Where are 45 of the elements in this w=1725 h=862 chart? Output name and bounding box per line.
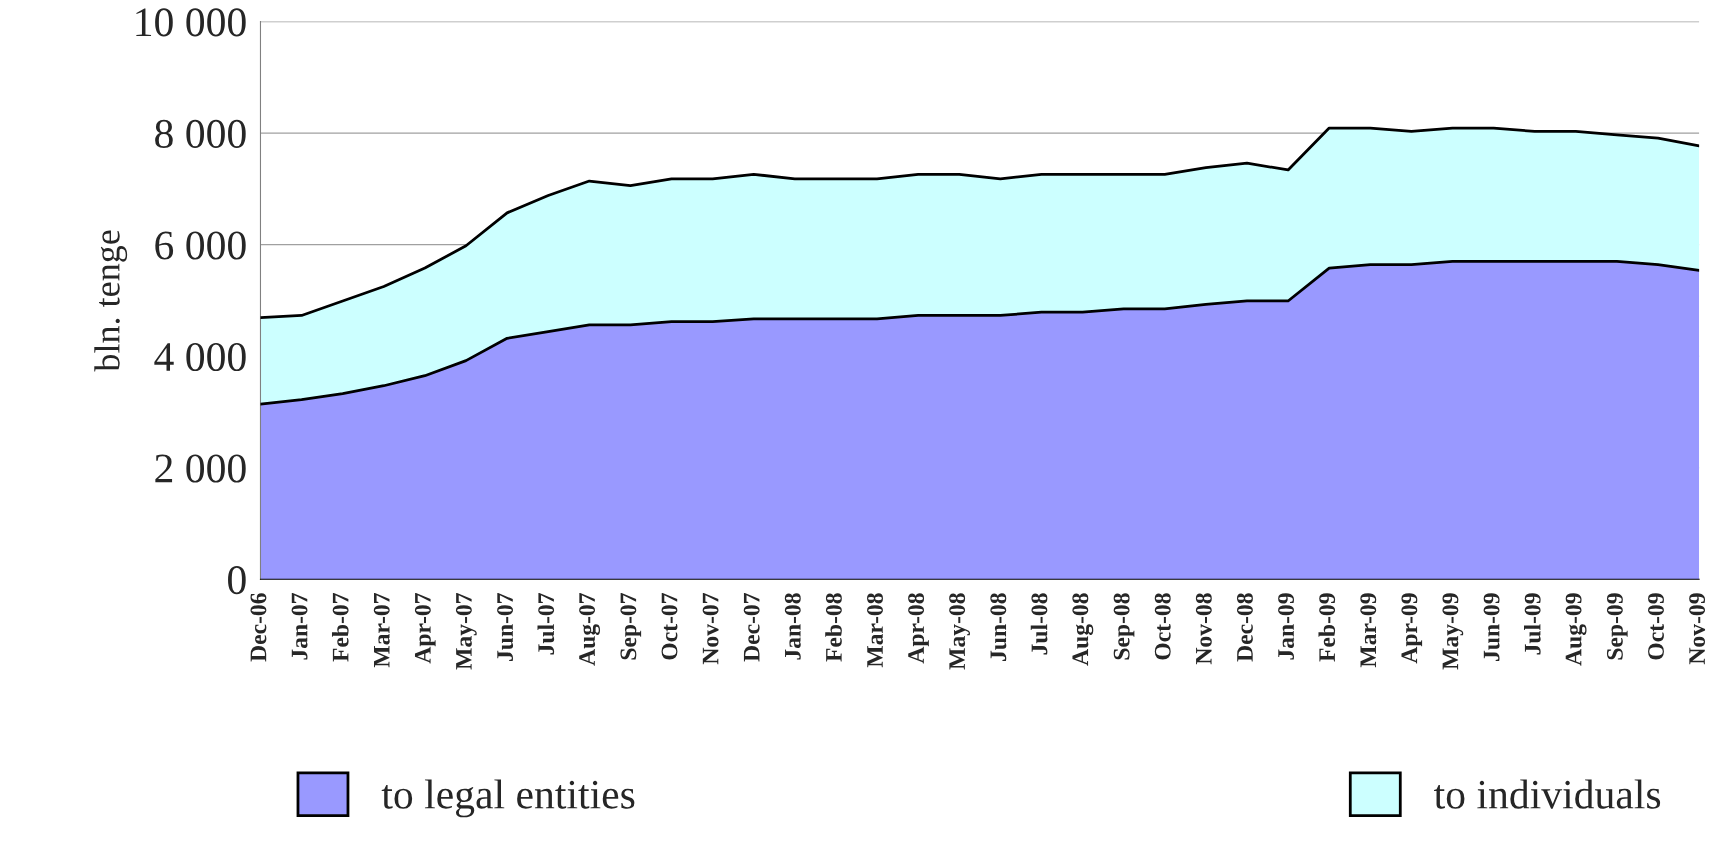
- x-tick-label: Jun-09: [1483, 593, 1500, 661]
- x-tick-label: Nov-08: [1195, 593, 1212, 665]
- x-tick-label: May-07: [455, 593, 477, 670]
- x-tick-label: Jul-09: [1524, 593, 1541, 655]
- x-tick-label: Jul-07: [537, 593, 555, 655]
- x-tick-label: Nov-07: [702, 593, 719, 665]
- x-tick-label: Feb-07: [331, 593, 349, 662]
- x-tick-label: Feb-08: [825, 593, 842, 662]
- x-tick-label: Sep-07: [620, 593, 642, 660]
- x-tick-label: Jun-07: [497, 593, 514, 661]
- y-tick-label: 2 000: [155, 454, 246, 483]
- x-tick-label: Apr-08: [908, 593, 929, 664]
- x-tick-label: Aug-08: [1072, 593, 1094, 666]
- y-tick-label: 6 000: [155, 231, 246, 260]
- x-tick-label: Oct-09: [1648, 593, 1664, 660]
- y-tick-label: 4 000: [154, 342, 246, 372]
- x-tick-label: Mar-09: [1360, 593, 1377, 668]
- x-tick-label: Nov-09: [1689, 593, 1706, 665]
- y-tick-label: 0: [228, 566, 246, 595]
- x-tick-label: Apr-09: [1401, 593, 1423, 664]
- x-tick-label: Dec-07: [743, 593, 760, 662]
- x-tick-label: Mar-07: [373, 593, 390, 668]
- x-tick-label: Feb-09: [1318, 593, 1336, 662]
- x-tick-label: Apr-07: [414, 593, 436, 664]
- x-tick-label: Dec-06: [250, 593, 267, 662]
- x-tick-label: Oct-08: [1154, 593, 1171, 660]
- legend-label: to legal entities: [381, 779, 635, 818]
- y-tick-label: 8 000: [155, 119, 246, 148]
- x-tick-label: Jan-07: [291, 593, 308, 660]
- x-tick-label: May-09: [1442, 593, 1464, 670]
- y-axis-title: bln. tenge: [94, 230, 128, 372]
- x-tick-label: Oct-07: [661, 593, 678, 660]
- x-tick-label: Jun-08: [990, 593, 1007, 661]
- x-tick-label: Sep-09: [1606, 593, 1628, 660]
- x-tick-label: Dec-08: [1236, 593, 1253, 662]
- legend-label: to individuals: [1434, 779, 1661, 809]
- x-tick-label: May-08: [949, 593, 970, 670]
- x-tick-label: Jan-09: [1278, 593, 1294, 660]
- y-tick-label: 10 000: [136, 8, 246, 37]
- x-tick-label: Mar-08: [867, 593, 883, 668]
- x-tick-label: Jan-08: [784, 593, 801, 660]
- x-tick-label: Sep-08: [1113, 593, 1135, 660]
- x-tick-label: Aug-07: [579, 593, 601, 666]
- x-tick-label: Jul-08: [1030, 593, 1048, 655]
- x-tick-label: Aug-09: [1565, 593, 1587, 666]
